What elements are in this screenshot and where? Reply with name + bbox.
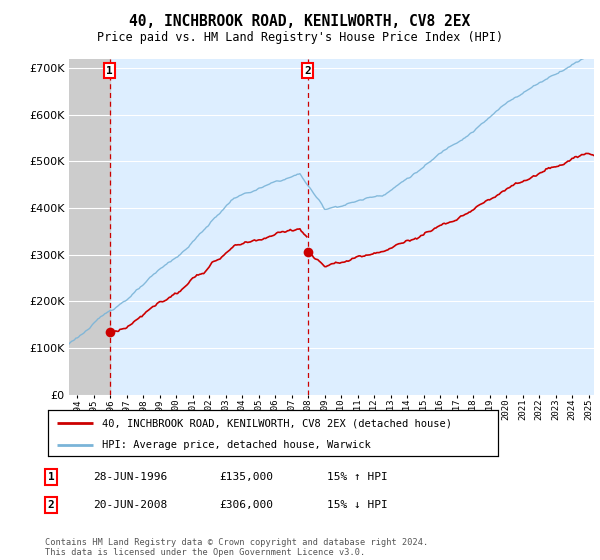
Text: Price paid vs. HM Land Registry's House Price Index (HPI): Price paid vs. HM Land Registry's House … <box>97 31 503 44</box>
Text: £135,000: £135,000 <box>219 472 273 482</box>
Text: 15% ↓ HPI: 15% ↓ HPI <box>327 500 388 510</box>
Text: 28-JUN-1996: 28-JUN-1996 <box>93 472 167 482</box>
Text: Contains HM Land Registry data © Crown copyright and database right 2024.
This d: Contains HM Land Registry data © Crown c… <box>45 538 428 557</box>
Text: 20-JUN-2008: 20-JUN-2008 <box>93 500 167 510</box>
Bar <box>69 59 110 395</box>
Text: HPI: Average price, detached house, Warwick: HPI: Average price, detached house, Warw… <box>102 440 371 450</box>
Text: 1: 1 <box>47 472 55 482</box>
Text: 1: 1 <box>106 66 113 76</box>
Text: 2: 2 <box>47 500 55 510</box>
Text: 40, INCHBROOK ROAD, KENILWORTH, CV8 2EX (detached house): 40, INCHBROOK ROAD, KENILWORTH, CV8 2EX … <box>102 418 452 428</box>
Text: 2: 2 <box>304 66 311 76</box>
Text: 40, INCHBROOK ROAD, KENILWORTH, CV8 2EX: 40, INCHBROOK ROAD, KENILWORTH, CV8 2EX <box>130 14 470 29</box>
Text: £306,000: £306,000 <box>219 500 273 510</box>
Text: 15% ↑ HPI: 15% ↑ HPI <box>327 472 388 482</box>
Bar <box>69 59 110 395</box>
